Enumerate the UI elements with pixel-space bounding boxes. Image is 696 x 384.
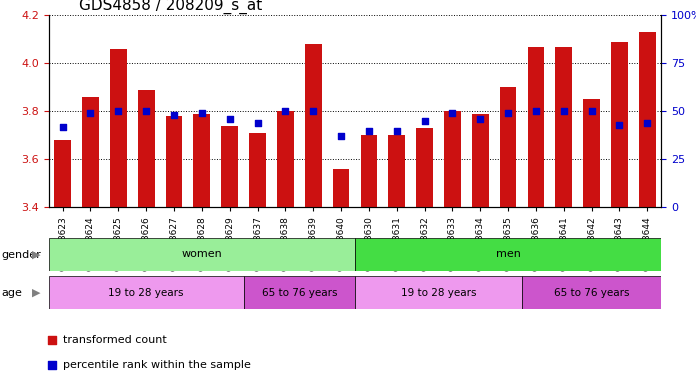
Text: 65 to 76 years: 65 to 76 years [262, 288, 337, 298]
Bar [472, 114, 489, 207]
Bar [49, 276, 244, 309]
Bar [138, 90, 155, 207]
Bar [82, 97, 99, 207]
Bar [355, 276, 522, 309]
Bar [361, 136, 377, 207]
Point [47, 337, 58, 343]
Point [85, 110, 96, 116]
Point [113, 108, 124, 114]
Point [530, 108, 541, 114]
Text: percentile rank within the sample: percentile rank within the sample [63, 360, 251, 370]
Point [335, 133, 347, 139]
Point [224, 116, 235, 122]
Bar [611, 42, 628, 207]
Bar [388, 136, 405, 207]
Text: age: age [1, 288, 22, 298]
Text: 19 to 28 years: 19 to 28 years [401, 288, 476, 298]
Point [558, 108, 569, 114]
Bar [333, 169, 349, 207]
Text: gender: gender [1, 250, 41, 260]
Bar [355, 238, 661, 271]
Text: 65 to 76 years: 65 to 76 years [554, 288, 629, 298]
Point [57, 124, 68, 130]
Point [614, 122, 625, 128]
Point [141, 108, 152, 114]
Bar [583, 99, 600, 207]
Point [363, 127, 374, 134]
Bar [193, 114, 210, 207]
Bar [528, 46, 544, 207]
Text: ▶: ▶ [32, 250, 40, 260]
Point [308, 108, 319, 114]
Point [503, 110, 514, 116]
Point [642, 120, 653, 126]
Bar [555, 46, 572, 207]
Bar [249, 133, 266, 207]
Bar [110, 49, 127, 207]
Text: ▶: ▶ [32, 288, 40, 298]
Point [168, 112, 180, 118]
Bar [49, 238, 355, 271]
Bar [305, 44, 322, 207]
Bar [54, 140, 71, 207]
Text: 19 to 28 years: 19 to 28 years [109, 288, 184, 298]
Bar [221, 126, 238, 207]
Point [586, 108, 597, 114]
Point [475, 116, 486, 122]
Point [447, 110, 458, 116]
Bar [277, 111, 294, 207]
Bar [522, 276, 661, 309]
Point [280, 108, 291, 114]
Text: women: women [182, 249, 222, 260]
Bar [166, 116, 182, 207]
Text: GDS4858 / 208209_s_at: GDS4858 / 208209_s_at [79, 0, 262, 14]
Point [196, 110, 207, 116]
Bar [500, 88, 516, 207]
Point [391, 127, 402, 134]
Text: transformed count: transformed count [63, 335, 167, 345]
Point [47, 362, 58, 368]
Text: men: men [496, 249, 521, 260]
Bar [416, 128, 433, 207]
Bar [444, 111, 461, 207]
Point [252, 120, 263, 126]
Point [419, 118, 430, 124]
Bar [639, 32, 656, 207]
Bar [244, 276, 355, 309]
